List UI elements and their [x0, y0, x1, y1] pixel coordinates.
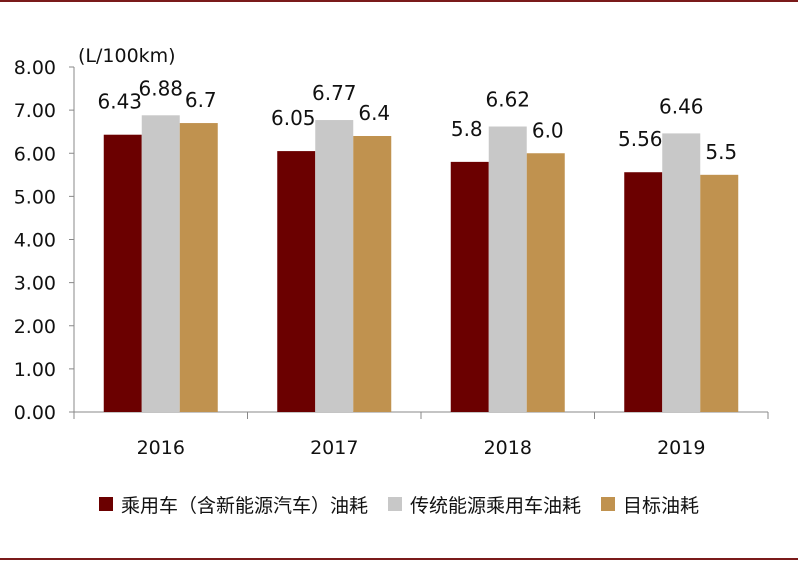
bar-2018-series-1 — [488, 126, 527, 412]
y-unit-label: (L/100km) — [78, 45, 176, 67]
legend-label-series-0: 乘用车（含新能源汽车）油耗 — [120, 494, 368, 517]
legend-swatch-series-1 — [387, 497, 402, 511]
x-tick-label: 2019 — [657, 437, 705, 459]
data-label-2017-series-0: 6.05 — [271, 106, 316, 130]
top-rule — [0, 0, 798, 2]
bar-2017-series-2 — [353, 136, 392, 412]
legend-label-series-2: 目标油耗 — [623, 494, 700, 517]
y-tick-label: 7.00 — [14, 100, 56, 122]
legend-swatch-series-2 — [601, 497, 615, 511]
data-label-2017-series-2: 6.4 — [358, 101, 390, 125]
legend-item-series-1: 传统能源乘用车油耗 — [387, 491, 581, 518]
y-tick-label: 8.00 — [14, 57, 56, 79]
x-tick-label: 2017 — [310, 437, 358, 459]
bar-2018-series-2 — [526, 153, 565, 412]
legend-label-series-1: 传统能源乘用车油耗 — [409, 494, 581, 517]
y-tick-label: 6.00 — [14, 143, 56, 165]
data-label-2019-series-2: 5.5 — [705, 140, 737, 164]
bar-2019-series-2 — [700, 174, 739, 412]
bar-2016-series-1 — [141, 115, 180, 413]
y-tick-label: 3.00 — [14, 273, 56, 295]
bar-2018-series-0 — [450, 161, 489, 412]
bar-2019-series-0 — [624, 172, 663, 412]
data-label-2019-series-0: 5.56 — [618, 127, 663, 151]
data-label-2018-series-2: 6.0 — [532, 118, 564, 142]
bar-2019-series-1 — [662, 133, 701, 412]
bar-2016-series-0 — [103, 134, 142, 413]
data-label-2016-series-1: 6.88 — [138, 76, 183, 100]
x-tick-label: 2016 — [137, 437, 185, 459]
bar-chart: 0.00 1.00 2.00 3.00 4.00 5.00 6.00 7.00 8.00 2016… — [14, 45, 769, 459]
bottom-rule — [0, 558, 798, 560]
legend: 乘用车（含新能源汽车）油耗 传统能源乘用车油耗 目标油耗 — [0, 489, 798, 519]
data-label-2019-series-1: 6.46 — [659, 94, 704, 118]
legend-item-series-0: 乘用车（含新能源汽车）油耗 — [98, 491, 368, 518]
x-tick-label: 2018 — [484, 437, 532, 459]
y-tick-label: 5.00 — [14, 186, 56, 208]
bar-2017-series-0 — [277, 151, 316, 412]
data-label-2017-series-1: 6.77 — [312, 81, 357, 105]
data-label-2018-series-0: 5.8 — [451, 117, 483, 141]
data-label-2018-series-1: 6.62 — [485, 88, 530, 112]
bar-2017-series-1 — [315, 120, 354, 412]
y-tick-label: 4.00 — [14, 230, 56, 252]
y-tick-label: 0.00 — [14, 402, 56, 424]
y-tick-label: 1.00 — [14, 359, 56, 381]
data-label-2016-series-2: 6.7 — [185, 88, 217, 112]
legend-item-series-2: 目标油耗 — [601, 491, 699, 518]
y-tick-label: 2.00 — [14, 316, 56, 338]
data-label-2016-series-0: 6.43 — [97, 90, 142, 114]
bar-2016-series-2 — [179, 123, 218, 412]
legend-swatch-series-0 — [98, 497, 113, 511]
